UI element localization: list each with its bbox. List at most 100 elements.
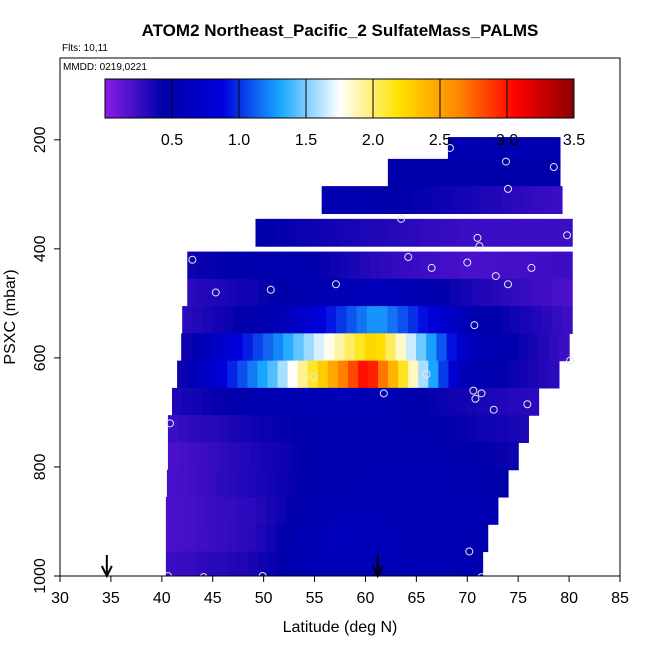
heatmap-cell bbox=[497, 415, 509, 444]
heatmap-cell bbox=[167, 442, 179, 471]
measurement-points bbox=[163, 143, 575, 576]
colorbar-tick-label: 1.5 bbox=[295, 132, 317, 149]
heatmap-cell bbox=[461, 186, 473, 214]
y-tick-label: 1000 bbox=[32, 558, 49, 594]
measurement-point bbox=[470, 321, 479, 330]
heatmap-cell bbox=[380, 551, 392, 576]
heatmap-cell bbox=[256, 524, 268, 553]
heatmap-cell bbox=[531, 186, 543, 214]
heatmap-cell bbox=[490, 306, 501, 334]
heatmap-cell bbox=[314, 387, 326, 416]
heatmap-cell bbox=[327, 469, 339, 498]
heatmap-cell bbox=[541, 278, 553, 307]
measurement-point bbox=[475, 242, 484, 251]
heatmap-cell bbox=[339, 278, 350, 307]
heatmap-cell bbox=[186, 469, 198, 498]
date-annotation: MMDD: 0219,0221 bbox=[63, 62, 147, 73]
heatmap-cell bbox=[357, 360, 369, 389]
heatmap-cell bbox=[510, 306, 522, 334]
heatmap-cell bbox=[250, 442, 262, 471]
heatmap-cell bbox=[209, 415, 221, 444]
heatmap-cell bbox=[253, 387, 265, 416]
x-tick-label: 30 bbox=[51, 590, 69, 607]
measurement-point bbox=[188, 255, 197, 264]
heatmap-cell bbox=[421, 551, 433, 576]
heatmap-cell bbox=[450, 278, 462, 307]
heatmap-cell bbox=[457, 496, 469, 525]
heatmap-cell bbox=[257, 469, 268, 498]
heatmap-cell bbox=[407, 496, 418, 525]
heatmap-cell bbox=[460, 278, 472, 307]
heatmap-cell bbox=[222, 387, 234, 416]
heatmap-cell bbox=[270, 442, 282, 471]
heatmap-cell bbox=[398, 360, 409, 389]
heatmap-cell bbox=[221, 333, 233, 362]
measurement-point bbox=[422, 370, 431, 379]
heatmap-cell bbox=[508, 360, 520, 389]
heatmap-cell bbox=[341, 186, 353, 214]
heatmap-cell bbox=[518, 333, 529, 362]
heatmap-cell bbox=[229, 415, 241, 444]
heatmap-cell bbox=[381, 186, 393, 214]
heatmap-cell bbox=[447, 137, 459, 165]
measurement-point bbox=[165, 419, 174, 428]
heatmap-cell bbox=[497, 442, 509, 471]
heatmap-cell bbox=[430, 251, 442, 280]
heatmap-cell bbox=[541, 251, 553, 280]
heatmap-cell bbox=[186, 551, 198, 576]
heatmap-cell bbox=[364, 333, 376, 362]
heatmap-cell bbox=[404, 415, 416, 444]
heatmap-cell bbox=[165, 524, 177, 553]
heatmap-cell bbox=[206, 551, 218, 576]
x-tick-label: 50 bbox=[255, 590, 273, 607]
heatmap-cell bbox=[266, 496, 278, 525]
heatmap-cell bbox=[267, 469, 278, 498]
heatmap-cell bbox=[298, 251, 310, 280]
heatmap-cell bbox=[336, 496, 348, 525]
heatmap-cell bbox=[520, 306, 532, 334]
heatmap-cell bbox=[248, 251, 259, 280]
heatmap-cell bbox=[489, 158, 500, 187]
heatmap-cell bbox=[366, 306, 378, 334]
heatmap-cell bbox=[487, 442, 499, 471]
measurement-point bbox=[504, 280, 512, 289]
heatmap-cell bbox=[397, 524, 408, 553]
heatmap-cell bbox=[407, 469, 419, 498]
heatmap-cell bbox=[457, 469, 469, 498]
heatmap-cell bbox=[377, 524, 388, 553]
heatmap-cell bbox=[377, 469, 389, 498]
heatmap-cell bbox=[334, 333, 346, 362]
measurement-point bbox=[471, 394, 480, 403]
heatmap-cell bbox=[197, 469, 208, 498]
heatmap-cell bbox=[377, 496, 388, 525]
heatmap-cell bbox=[501, 251, 512, 280]
heatmap-cell bbox=[518, 360, 530, 389]
heatmap-cell bbox=[491, 278, 502, 307]
heatmap-cell bbox=[379, 278, 391, 307]
heatmap-cell bbox=[426, 333, 437, 362]
heatmap-cell bbox=[196, 551, 208, 576]
heatmap-cell bbox=[446, 387, 458, 416]
heatmap-cell bbox=[191, 333, 203, 362]
heatmap-cell bbox=[421, 186, 433, 214]
heatmap-cell bbox=[521, 278, 533, 307]
heatmap-cell bbox=[277, 360, 289, 389]
heatmap-cell bbox=[528, 333, 540, 362]
colorbar-tick-label: 2.0 bbox=[362, 132, 384, 149]
heatmap-cell bbox=[447, 524, 459, 553]
heatmap-cell bbox=[439, 218, 451, 247]
heatmap-cell bbox=[296, 218, 308, 247]
heatmap-cell bbox=[198, 415, 210, 444]
heatmap-cell bbox=[445, 415, 457, 444]
heatmap-cell bbox=[175, 524, 187, 553]
heatmap-cell bbox=[375, 333, 386, 362]
heatmap-cell bbox=[322, 442, 334, 471]
heatmap-cell bbox=[197, 251, 209, 280]
heatmap-cell bbox=[551, 278, 563, 307]
heatmap-cell bbox=[196, 496, 207, 525]
heatmap-cell bbox=[449, 218, 461, 247]
heatmap-cell bbox=[354, 333, 366, 362]
heatmap-cells bbox=[165, 137, 573, 576]
heatmap-cell bbox=[355, 387, 367, 416]
heatmap-cell bbox=[294, 387, 305, 416]
